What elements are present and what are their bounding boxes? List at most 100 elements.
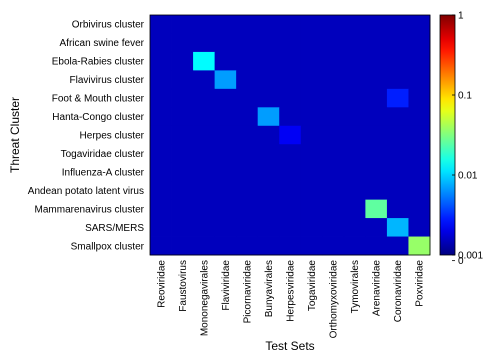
heatmap-cell — [257, 236, 280, 256]
heatmap-cell — [408, 107, 431, 127]
heatmap-cell — [322, 15, 345, 34]
heatmap-cell — [214, 125, 237, 145]
heatmap-cell — [386, 199, 409, 219]
heatmap-cell — [365, 15, 388, 34]
heatmap-cell — [322, 51, 345, 71]
heatmap-cell — [408, 33, 431, 53]
heatmap-cell — [150, 88, 172, 108]
x-tick-label: Arenaviridae — [372, 260, 383, 317]
heatmap-cell — [386, 15, 409, 34]
colorbar-tick-label: 0.1 — [458, 91, 472, 102]
heatmap-cell — [193, 33, 216, 53]
heatmap-cell — [279, 236, 302, 256]
heatmap-cell — [279, 107, 302, 127]
heatmap-cell — [257, 162, 280, 182]
heatmap-cell — [408, 51, 431, 71]
heatmap-cell — [343, 199, 366, 219]
heatmap-cell — [236, 144, 259, 164]
heatmap-cell — [236, 125, 259, 145]
x-tick-label: Picornaviridae — [242, 260, 253, 324]
heatmap-cell — [257, 125, 280, 145]
heatmap-cell — [214, 15, 237, 34]
heatmap-cell — [171, 218, 194, 237]
heatmap-cell — [257, 181, 280, 201]
heatmap-cell — [365, 70, 388, 90]
heatmap-cell — [171, 144, 194, 164]
y-tick-label: Ebola-Rabies cluster — [52, 57, 145, 68]
heatmap-cell — [343, 125, 366, 145]
heatmap-cell — [279, 218, 302, 237]
heatmap-cell — [236, 51, 259, 71]
heatmap-cell — [150, 125, 172, 145]
heatmap-cell — [236, 181, 259, 201]
x-tick-label: Bunyavirales — [264, 260, 275, 317]
y-tick-label: African swine fever — [60, 38, 145, 49]
heatmap-cell — [365, 125, 388, 145]
heatmap-cell — [343, 107, 366, 127]
heatmap-cell — [300, 33, 323, 53]
y-tick-label: SARS/MERS — [85, 223, 144, 234]
heatmap-cell — [365, 236, 388, 256]
heatmap-cell — [322, 70, 345, 90]
heatmap-cell — [408, 15, 431, 34]
heatmap-cell — [257, 144, 280, 164]
x-tick-labels: Reoviridae Faustovirus Mononegavirales Flav… — [156, 260, 425, 339]
x-tick-label: Orthomyxoviridae — [329, 260, 340, 339]
y-tick-label: Foot & Mouth cluster — [52, 94, 145, 105]
heatmap-cell — [150, 162, 172, 182]
heatmap-cell — [236, 236, 259, 256]
x-tick-label: Reoviridae — [156, 260, 167, 308]
colorbar — [439, 14, 456, 256]
heatmap-cell — [322, 88, 345, 108]
heatmap-cell — [408, 181, 431, 201]
heatmap-cell — [279, 162, 302, 182]
x-tick-label: Herpesviridae — [286, 260, 297, 322]
heatmap-cell — [386, 125, 409, 145]
heatmap-cell — [408, 144, 431, 164]
heatmap-cell — [300, 125, 323, 145]
heatmap-cell — [279, 51, 302, 71]
heatmap-cell — [193, 162, 216, 182]
heatmap-cell — [257, 15, 280, 34]
heatmap-cell — [300, 70, 323, 90]
heatmap-cell — [171, 199, 194, 219]
heatmap-cell — [300, 162, 323, 182]
heatmap-cell — [386, 218, 409, 237]
heatmap-cell — [408, 162, 431, 182]
heatmap-cell — [150, 70, 172, 90]
heatmap-cell — [300, 144, 323, 164]
heatmap-cell — [322, 218, 345, 237]
heatmap-cell — [365, 199, 388, 219]
plot-frame — [149, 14, 431, 256]
heatmap-cell — [214, 181, 237, 201]
y-tick-labels: Orbivirus cluster African swine fever Ebol… — [28, 20, 145, 253]
heatmap-cell — [193, 51, 216, 71]
y-tick-label: Herpes cluster — [80, 131, 145, 142]
heatmap-cells — [150, 15, 431, 256]
heatmap-cell — [193, 88, 216, 108]
heatmap-cell — [279, 144, 302, 164]
heatmap-cell — [236, 33, 259, 53]
heatmap-cell — [214, 218, 237, 237]
heatmap-cell — [408, 218, 431, 237]
heatmap-cell — [343, 51, 366, 71]
heatmap-cell — [257, 70, 280, 90]
heatmap-cell — [343, 162, 366, 182]
x-tick-label: Coronaviridae — [393, 260, 404, 323]
y-tick-label: Mammarenavirus cluster — [35, 204, 145, 215]
heatmap-cell — [257, 199, 280, 219]
heatmap-cell — [236, 162, 259, 182]
heatmap-cell — [365, 88, 388, 108]
colorbar-tick-label: 0.001 — [458, 251, 483, 262]
heatmap-cell — [150, 144, 172, 164]
heatmap-cell — [171, 70, 194, 90]
heatmap-cell — [386, 88, 409, 108]
heatmap-cell — [150, 218, 172, 237]
heatmap-cell — [236, 70, 259, 90]
heatmap-cell — [214, 51, 237, 71]
heatmap-cell — [257, 88, 280, 108]
heatmap-cell — [408, 70, 431, 90]
heatmap-cell — [279, 88, 302, 108]
y-tick-label: Andean potato latent virus — [28, 186, 144, 197]
heatmap-cell — [343, 15, 366, 34]
